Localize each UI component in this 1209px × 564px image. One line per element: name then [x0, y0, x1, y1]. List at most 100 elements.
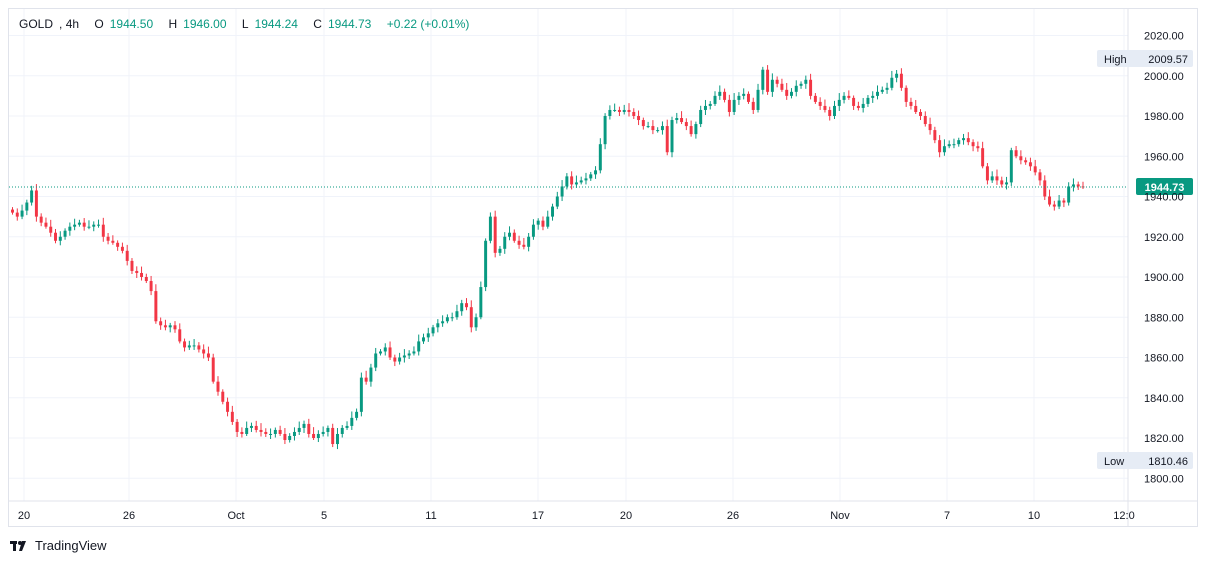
- candle-body: [159, 321, 163, 326]
- candle: [952, 138, 956, 149]
- candle-body: [216, 381, 220, 392]
- candle-body: [646, 126, 650, 128]
- candle-body: [474, 317, 478, 328]
- candle: [135, 266, 139, 279]
- tradingview-brand[interactable]: TradingView: [10, 538, 107, 553]
- candle-body: [68, 226, 72, 231]
- candle-body: [1071, 184, 1075, 187]
- candle: [359, 372, 363, 417]
- candle: [402, 349, 406, 363]
- candle-body: [866, 97, 870, 104]
- candle: [422, 333, 425, 344]
- candle-body: [498, 248, 502, 253]
- candle-body: [426, 333, 430, 338]
- candle-body: [211, 357, 215, 382]
- legend-low: L 1944.24: [241, 17, 298, 31]
- low-marker-label: Low: [1104, 456, 1124, 468]
- high-marker-value: 2009.57: [1148, 54, 1188, 66]
- candle: [1009, 147, 1013, 186]
- candle: [641, 117, 645, 130]
- legend-symbol: GOLD, 4h: [19, 17, 80, 31]
- candle-body: [746, 93, 750, 102]
- candle-body: [49, 226, 53, 233]
- candle-body: [508, 232, 511, 237]
- candle-body: [1024, 160, 1028, 163]
- candle: [1048, 189, 1052, 207]
- candle-body: [431, 327, 435, 334]
- candle: [77, 219, 81, 227]
- candle: [823, 99, 827, 113]
- candle-body: [259, 429, 263, 432]
- candle: [660, 121, 664, 135]
- candle-body: [302, 423, 306, 428]
- candle-body: [828, 109, 832, 116]
- candle-body: [436, 323, 440, 328]
- candle-body: [1076, 184, 1080, 187]
- candle: [909, 97, 913, 110]
- candle: [723, 88, 727, 103]
- candle: [794, 80, 798, 97]
- price-tick-label: 1800.00: [1144, 473, 1184, 485]
- last-price-line: 1944.73: [9, 177, 1193, 195]
- candle: [833, 100, 836, 120]
- candle-body: [531, 224, 535, 237]
- candle-body: [15, 212, 19, 217]
- candle: [742, 88, 746, 100]
- candle: [1076, 181, 1080, 190]
- candle-body: [761, 69, 765, 90]
- candle: [335, 428, 339, 450]
- candle-body: [871, 95, 875, 98]
- last-price-label: 1944.73: [1145, 182, 1185, 194]
- candle: [675, 112, 679, 124]
- candle: [527, 233, 531, 252]
- candle-body: [995, 176, 999, 181]
- candle-body: [837, 99, 841, 106]
- candle: [1014, 146, 1018, 159]
- candle: [202, 344, 206, 359]
- candle: [63, 228, 67, 240]
- candle-body: [292, 431, 296, 436]
- candle-body: [149, 281, 153, 292]
- candle-body: [899, 73, 903, 88]
- candle: [82, 218, 86, 231]
- candle-body: [1005, 182, 1009, 185]
- candle: [512, 229, 516, 243]
- candle-body: [890, 77, 894, 88]
- price-tick-label: 1900.00: [1144, 272, 1184, 284]
- candle-body: [670, 120, 674, 153]
- candle-body: [727, 99, 731, 112]
- candle: [149, 275, 153, 296]
- chart-frame[interactable]: [8, 8, 1198, 527]
- candle-body: [288, 435, 292, 441]
- candle: [25, 199, 29, 216]
- candle: [54, 228, 57, 244]
- candle: [393, 354, 397, 367]
- candle: [259, 423, 263, 437]
- candle: [570, 171, 574, 190]
- candle: [656, 127, 660, 133]
- candle: [885, 82, 889, 94]
- candle-body: [589, 174, 593, 179]
- candle-body: [971, 142, 975, 147]
- candle: [732, 93, 736, 115]
- candle: [221, 389, 225, 405]
- candle-body: [947, 144, 951, 147]
- candle-body: [637, 116, 641, 121]
- candle-body: [479, 287, 483, 318]
- candle-body: [168, 325, 172, 328]
- candle: [680, 111, 684, 125]
- candle: [1019, 150, 1023, 165]
- candle-body: [876, 91, 879, 96]
- candle: [97, 219, 101, 228]
- candle: [627, 103, 631, 117]
- candle: [1000, 176, 1004, 188]
- candle-body: [880, 89, 884, 92]
- candle: [746, 91, 750, 104]
- candle-body: [909, 101, 913, 106]
- candle: [283, 428, 287, 445]
- candle-body: [904, 87, 908, 102]
- candle-body: [627, 109, 631, 112]
- candle: [302, 420, 306, 433]
- candle-body: [97, 224, 101, 226]
